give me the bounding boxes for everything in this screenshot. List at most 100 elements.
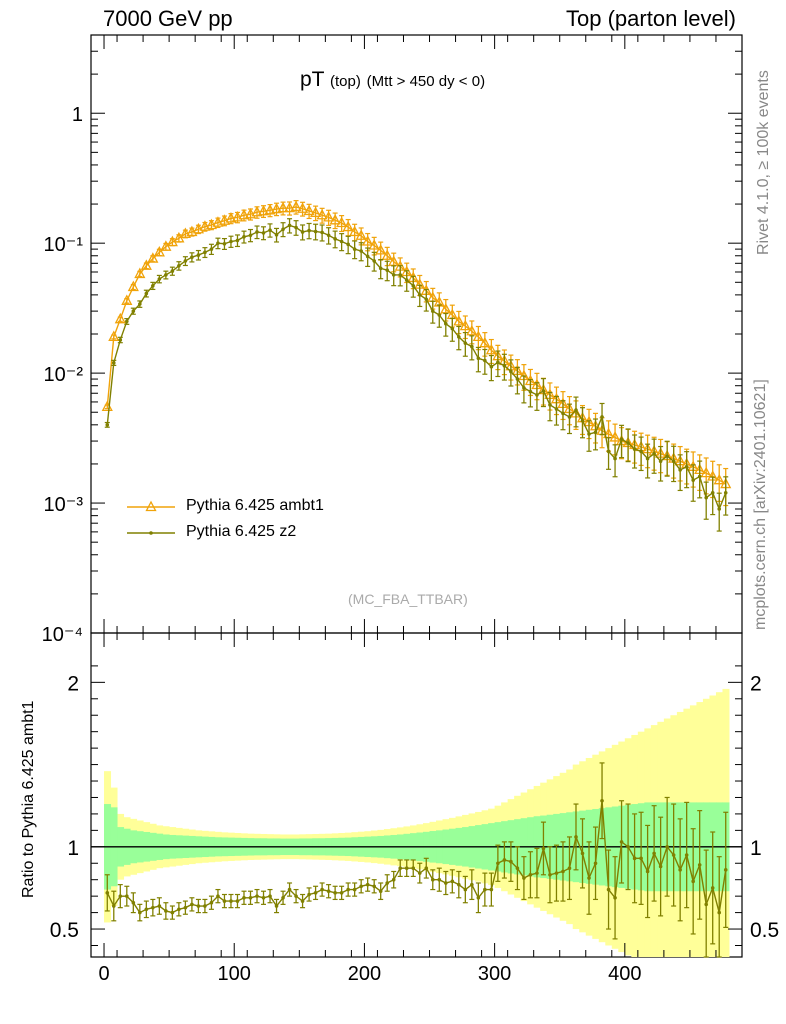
data-point-z2 <box>470 344 474 349</box>
data-point-z2 <box>463 341 468 345</box>
data-point-z2 <box>203 250 207 255</box>
legend-marker-z2 <box>149 531 153 535</box>
data-point-ambt1 <box>485 343 497 355</box>
data-point-ambt1 <box>362 235 374 246</box>
data-point-ambt1 <box>303 204 315 216</box>
data-point-z2 <box>333 237 337 241</box>
ratio-point-z2 <box>313 891 318 895</box>
data-point-z2 <box>326 233 331 238</box>
data-point-ambt1 <box>205 218 218 230</box>
ratio-point-z2 <box>222 899 227 903</box>
ratio-point-z2 <box>417 871 422 875</box>
data-point-z2 <box>157 277 162 281</box>
data-point-ambt1 <box>381 249 393 260</box>
analysis-label: (MC_FBA_TTBAR) <box>348 591 468 607</box>
data-point-z2 <box>359 249 363 253</box>
legend-marker-ambt1 <box>145 500 157 512</box>
data-point-ambt1 <box>212 216 224 227</box>
ratio-point-z2 <box>268 894 272 898</box>
legend-entry-z2: Pythia 6.425 z2 <box>186 523 297 540</box>
data-point-z2 <box>255 230 259 234</box>
main-y-tick-label: 1 <box>72 104 83 126</box>
ratio-point-z2 <box>587 876 591 880</box>
ratio-point-z2 <box>710 886 715 890</box>
data-point-z2 <box>658 459 663 463</box>
ratio-point-z2 <box>717 910 722 915</box>
data-point-z2 <box>665 454 669 458</box>
ratio-point-z2 <box>333 891 337 895</box>
ratio-y-tick-label-left: 0.5 <box>50 919 79 942</box>
ratio-point-z2 <box>593 861 598 866</box>
x-axis: 0 100 200 300 400 <box>90 35 743 985</box>
ratio-point-z2 <box>164 909 168 913</box>
data-point-ambt1 <box>199 220 211 231</box>
data-point-z2 <box>580 418 585 423</box>
data-point-ambt1 <box>310 206 322 218</box>
ratio-point-z2 <box>255 894 259 898</box>
ratio-y-axis-label: Ratio to Pythia 6.425 ambt1 <box>20 700 37 898</box>
ratio-point-z2 <box>678 868 682 872</box>
data-point-z2 <box>177 263 181 268</box>
ratio-point-z2 <box>118 894 123 898</box>
ratio-y-tick-label-right: 0.5 <box>750 919 779 942</box>
data-point-z2 <box>541 389 546 393</box>
data-point-z2 <box>502 363 507 368</box>
data-point-z2 <box>339 239 344 244</box>
data-point-z2 <box>274 232 279 237</box>
ratio-point-z2 <box>574 835 578 839</box>
ratio-point-z2 <box>704 902 708 907</box>
ratio-point-z2 <box>242 895 246 900</box>
ratio-point-z2 <box>450 879 455 884</box>
data-point-ambt1 <box>231 210 244 222</box>
data-point-z2 <box>606 449 611 454</box>
data-point-z2 <box>457 335 461 339</box>
data-point-z2 <box>561 411 565 416</box>
data-point-ambt1 <box>336 216 348 228</box>
ratio-point-z2 <box>580 851 585 856</box>
ratio-point-z2 <box>476 895 481 900</box>
data-point-z2 <box>307 228 311 233</box>
ratio-point-z2 <box>346 887 350 892</box>
ratio-point-z2 <box>229 899 233 903</box>
data-point-z2 <box>717 507 722 511</box>
ratio-point-z2 <box>470 882 474 887</box>
data-point-z2 <box>587 432 591 436</box>
ratio-point-z2 <box>723 868 728 872</box>
ratio-point-z2 <box>144 907 149 912</box>
data-point-z2 <box>183 259 188 263</box>
header-right: Top (parton level) <box>566 6 736 31</box>
ratio-point-z2 <box>652 851 656 856</box>
data-point-ambt1 <box>290 200 302 212</box>
data-point-ambt1 <box>440 302 452 314</box>
ratio-point-z2 <box>339 891 344 895</box>
data-point-z2 <box>691 478 695 482</box>
main-panel-border <box>90 34 743 634</box>
data-point-z2 <box>125 319 129 324</box>
ratio-point-z2 <box>326 889 331 894</box>
ratio-point-z2 <box>645 869 650 874</box>
ratio-point-z2 <box>483 887 487 892</box>
ratio-point-z2 <box>170 910 175 915</box>
ratio-point-z2 <box>359 884 363 889</box>
ratio-point-z2 <box>138 910 142 915</box>
ratio-y-tick-label-left: 2 <box>67 672 79 695</box>
main-y-tick-label: 10⁻³ <box>44 494 84 516</box>
ratio-point-z2 <box>320 887 324 892</box>
data-point-z2 <box>398 273 403 277</box>
ratio-point-z2 <box>203 904 207 908</box>
ratio-point-z2 <box>209 900 214 905</box>
ratio-point-z2 <box>372 884 376 889</box>
data-point-ambt1 <box>147 252 159 263</box>
ratio-point-z2 <box>463 887 468 892</box>
side-label-rivet: Rivet 4.1.0, ≥ 100k events <box>755 70 772 255</box>
data-point-z2 <box>509 369 513 374</box>
series-line-1 <box>106 224 727 511</box>
x-tick-label: 100 <box>218 963 251 985</box>
ratio-point-z2 <box>600 798 604 803</box>
ratio-point-z2 <box>404 866 409 870</box>
data-point-z2 <box>229 239 233 244</box>
data-point-ambt1 <box>329 213 341 225</box>
data-point-z2 <box>639 449 643 454</box>
side-label-mcplots: mcplots.cern.ch [arXiv:2401.10621] <box>752 379 769 630</box>
data-point-ambt1 <box>388 255 400 266</box>
